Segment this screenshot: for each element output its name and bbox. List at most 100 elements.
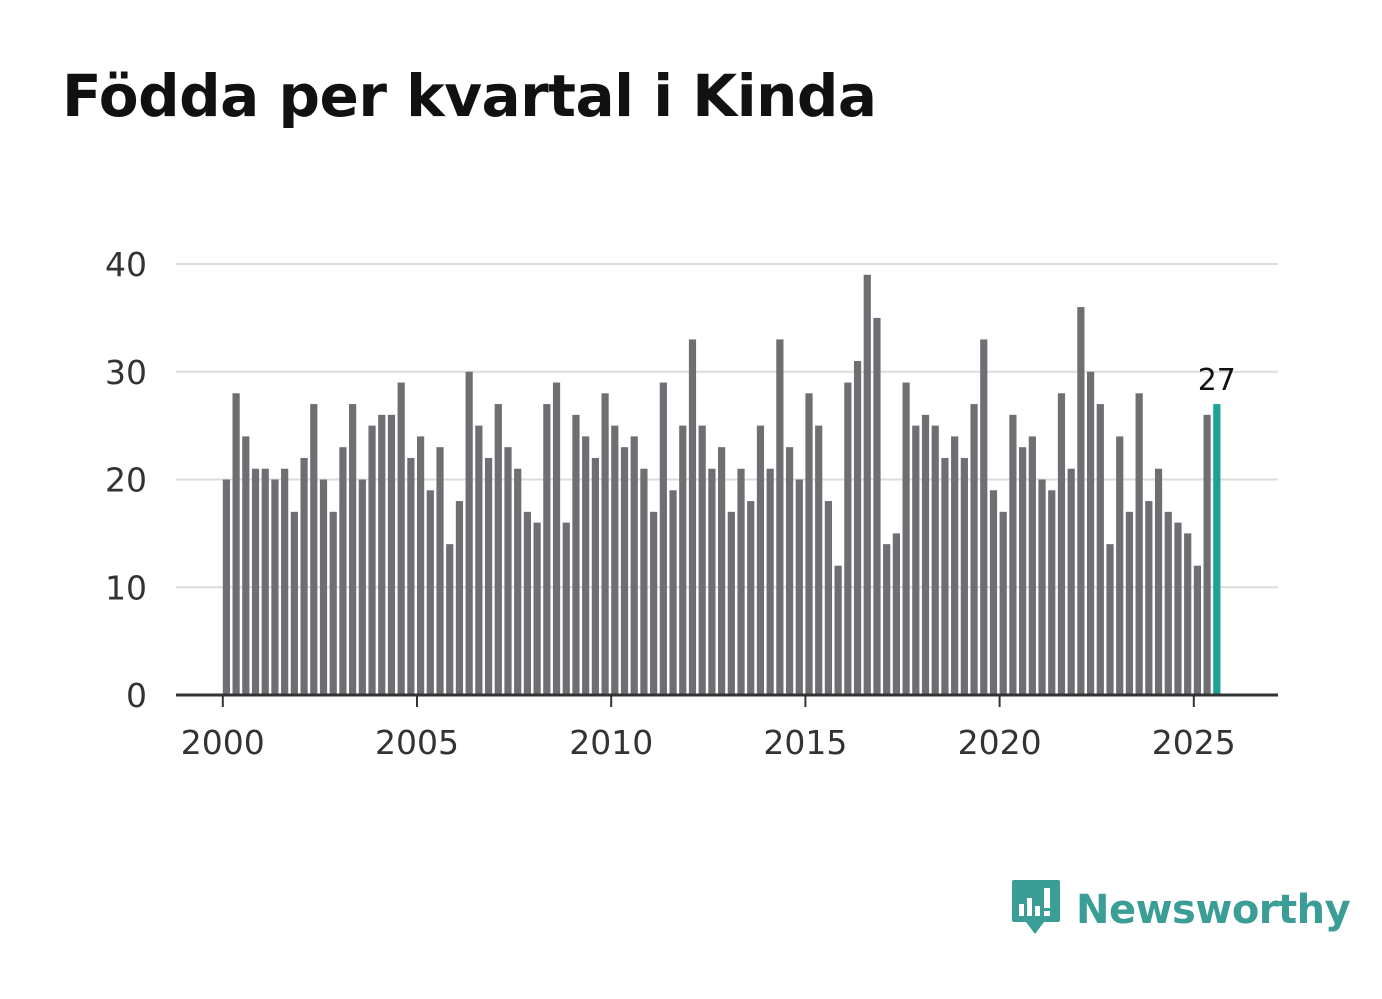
bar	[271, 479, 279, 695]
bar	[727, 511, 735, 695]
bar	[1086, 371, 1095, 695]
bar	[514, 468, 522, 695]
x-tick-label: 2025	[1152, 723, 1236, 762]
bar	[543, 404, 551, 695]
bar	[708, 468, 716, 695]
bar	[853, 360, 862, 695]
bar	[1038, 479, 1046, 695]
bar	[873, 317, 881, 695]
bar-highlight	[1213, 404, 1221, 695]
bar	[892, 533, 900, 695]
bar	[640, 468, 648, 695]
bar	[572, 414, 580, 695]
bar	[1145, 501, 1153, 695]
bar	[1135, 393, 1143, 695]
bar	[339, 447, 347, 695]
bar	[582, 436, 590, 695]
bar	[523, 511, 532, 695]
bar	[242, 436, 250, 695]
chart-title: Födda per kvartal i Kinda	[62, 62, 877, 130]
bar	[290, 511, 298, 695]
bar	[1193, 565, 1201, 695]
bar	[591, 457, 599, 695]
bar	[1019, 447, 1027, 695]
y-tick-label: 10	[105, 568, 147, 607]
brand-name: Newsworthy	[1076, 887, 1351, 933]
x-tick-label: 2005	[375, 723, 459, 762]
bar	[883, 544, 891, 695]
bar	[999, 511, 1007, 695]
bar	[679, 425, 687, 695]
bar	[484, 457, 493, 695]
bar	[669, 490, 677, 695]
bar	[785, 447, 794, 695]
bar	[747, 501, 755, 695]
bar	[1125, 511, 1134, 695]
bar	[1048, 490, 1056, 695]
bar	[980, 339, 988, 695]
bar	[426, 490, 434, 695]
x-tick-label: 2010	[569, 723, 653, 762]
bar	[970, 404, 978, 695]
bar	[1077, 307, 1085, 695]
bar	[989, 490, 998, 695]
bar	[1028, 436, 1036, 695]
y-tick-label: 0	[126, 676, 147, 715]
bar	[1174, 522, 1182, 695]
bar	[620, 447, 629, 695]
bar	[552, 382, 561, 695]
bar	[349, 404, 357, 695]
axes	[176, 693, 1278, 707]
bar	[329, 511, 337, 695]
bar	[1203, 414, 1211, 695]
bar	[912, 425, 920, 695]
data-label-last: 27	[1198, 363, 1236, 398]
y-tick-label: 30	[105, 353, 147, 392]
bar	[407, 457, 415, 695]
bar	[834, 565, 842, 695]
bar	[776, 339, 784, 695]
bar	[766, 468, 774, 695]
bar	[562, 522, 570, 695]
bar	[494, 404, 502, 695]
bar	[601, 393, 609, 695]
bar	[455, 501, 464, 695]
bar	[659, 382, 667, 695]
bars	[222, 274, 1221, 695]
bar	[475, 425, 483, 695]
bar	[650, 511, 658, 695]
labels: 0 10 20 30 40 27 2000 2005 2010 2015 2020 2025	[105, 245, 1236, 762]
bar	[310, 404, 318, 695]
brand-logo: Newsworthy	[1010, 878, 1351, 942]
bar	[815, 425, 823, 695]
bar	[863, 274, 871, 695]
bar	[756, 425, 765, 695]
bar	[921, 414, 930, 695]
bar	[387, 414, 396, 695]
bar	[805, 393, 813, 695]
bar	[611, 425, 619, 695]
bar	[378, 414, 386, 695]
bar	[417, 436, 425, 695]
bar	[319, 479, 328, 695]
bar	[1116, 436, 1124, 695]
bar	[1009, 414, 1017, 695]
bar	[300, 457, 308, 695]
bar	[844, 382, 852, 695]
bar	[630, 436, 638, 695]
x-tick-label: 2015	[763, 723, 847, 762]
bar	[232, 393, 240, 695]
bar	[718, 447, 726, 695]
newsworthy-logo-icon	[1010, 878, 1062, 942]
bar	[251, 468, 260, 695]
x-tick-label: 2020	[958, 723, 1042, 762]
bar	[931, 425, 939, 695]
bar	[698, 425, 706, 695]
bar	[1096, 404, 1104, 695]
bar	[1057, 393, 1066, 695]
bar	[951, 436, 959, 695]
bar	[368, 425, 376, 695]
bar	[533, 522, 541, 695]
bar	[465, 371, 473, 695]
